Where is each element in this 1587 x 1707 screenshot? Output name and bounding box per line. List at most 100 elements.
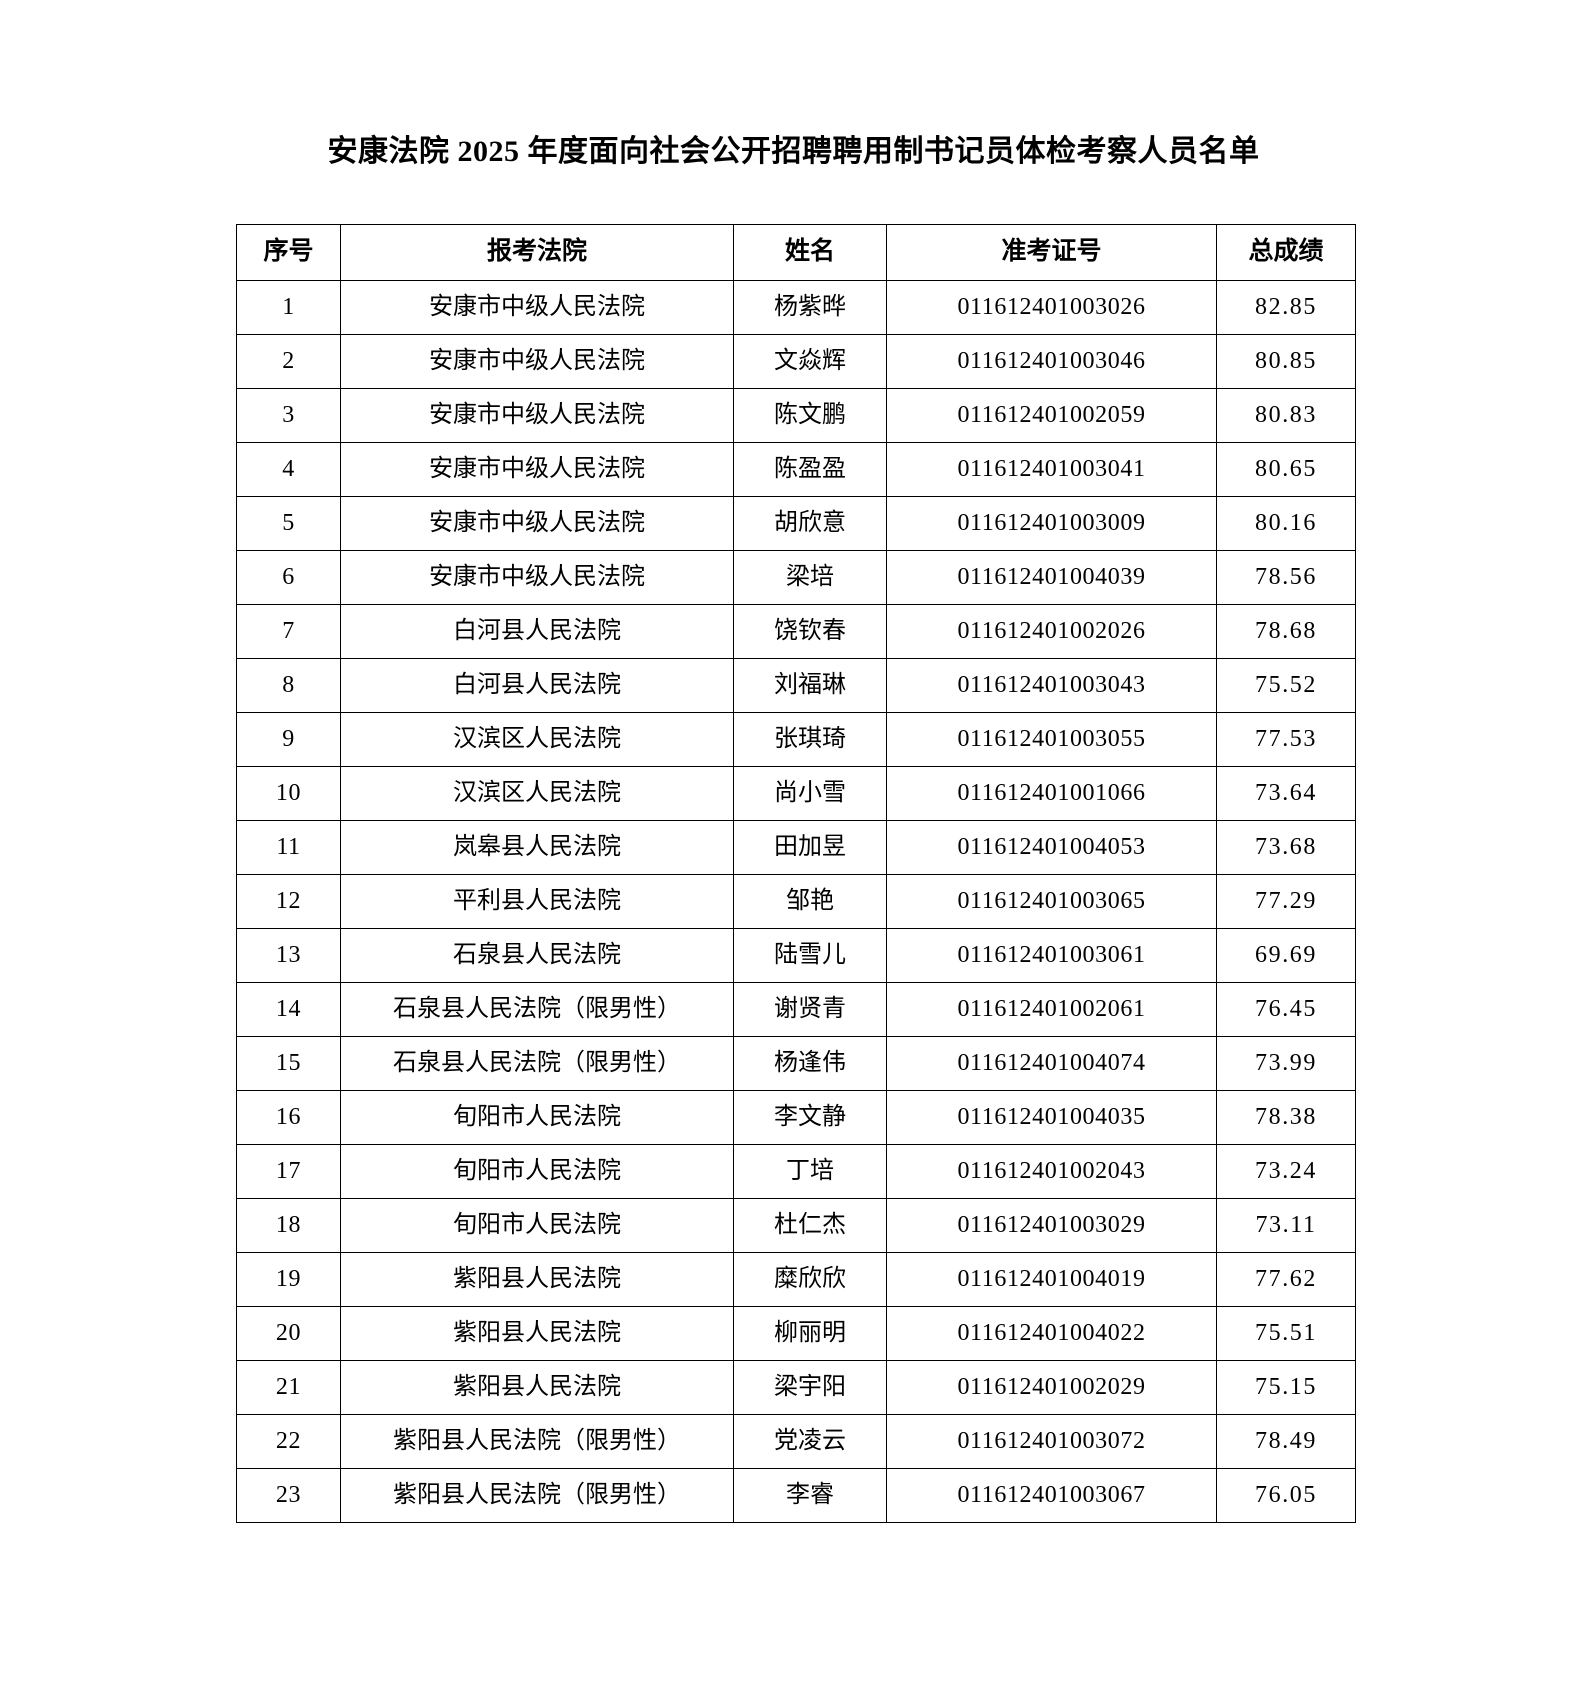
page-title: 安康法院 2025 年度面向社会公开招聘聘用制书记员体检考察人员名单: [327, 135, 1260, 168]
cell-admission-number: 011612401003043: [886, 658, 1217, 713]
cell-name: 陆雪儿: [733, 928, 887, 983]
cell-court: 紫阳县人民法院: [340, 1360, 734, 1415]
cell-index: 2: [236, 334, 341, 389]
cell-admission-number: 011612401003009: [886, 496, 1217, 551]
cell-index: 5: [236, 496, 341, 551]
table-row: 13 石泉县人民法院 陆雪儿 011612401003061 69.69: [236, 928, 1356, 983]
cell-name: 谢贤青: [733, 982, 887, 1037]
cell-court: 汉滨区人民法院: [340, 766, 734, 821]
cell-total-score: 75.15: [1216, 1360, 1356, 1415]
cell-total-score: 73.68: [1216, 820, 1356, 875]
cell-total-score: 77.29: [1216, 874, 1356, 929]
cell-total-score: 78.38: [1216, 1090, 1356, 1145]
cell-admission-number: 011612401003067: [886, 1468, 1217, 1523]
cell-court: 白河县人民法院: [340, 604, 734, 659]
column-header-court: 报考法院: [340, 224, 734, 281]
cell-index: 22: [236, 1414, 341, 1469]
cell-admission-number: 011612401002029: [886, 1360, 1217, 1415]
cell-court: 安康市中级人民法院: [340, 388, 734, 443]
table-header: 序号 报考法院 姓名 准考证号 总成绩: [236, 224, 1356, 281]
cell-admission-number: 011612401003065: [886, 874, 1217, 929]
cell-total-score: 78.56: [1216, 550, 1356, 605]
table-row: 18 旬阳市人民法院 杜仁杰 011612401003029 73.11: [236, 1198, 1356, 1253]
table-row: 11 岚皋县人民法院 田加昱 011612401004053 73.68: [236, 820, 1356, 875]
cell-name: 梁培: [733, 550, 887, 605]
cell-index: 16: [236, 1090, 341, 1145]
cell-admission-number: 011612401003029: [886, 1198, 1217, 1253]
cell-index: 9: [236, 712, 341, 767]
cell-total-score: 76.05: [1216, 1468, 1356, 1523]
cell-index: 8: [236, 658, 341, 713]
cell-index: 21: [236, 1360, 341, 1415]
cell-total-score: 80.85: [1216, 334, 1356, 389]
cell-index: 20: [236, 1306, 341, 1361]
table-row: 9 汉滨区人民法院 张琪琦 011612401003055 77.53: [236, 712, 1356, 767]
cell-admission-number: 011612401002059: [886, 388, 1217, 443]
cell-total-score: 80.83: [1216, 388, 1356, 443]
table-row: 12 平利县人民法院 邹艳 011612401003065 77.29: [236, 874, 1356, 929]
cell-name: 陈盈盈: [733, 442, 887, 497]
cell-name: 杨逢伟: [733, 1036, 887, 1091]
cell-name: 党凌云: [733, 1414, 887, 1469]
cell-admission-number: 011612401003041: [886, 442, 1217, 497]
table-row: 2 安康市中级人民法院 文焱辉 011612401003046 80.85: [236, 334, 1356, 389]
cell-name: 柳丽明: [733, 1306, 887, 1361]
cell-admission-number: 011612401002043: [886, 1144, 1217, 1199]
cell-total-score: 76.45: [1216, 982, 1356, 1037]
table-body: 1 安康市中级人民法院 杨紫晔 011612401003026 82.85 2 安康市中级人…: [236, 280, 1356, 1523]
cell-index: 3: [236, 388, 341, 443]
cell-total-score: 78.49: [1216, 1414, 1356, 1469]
cell-court: 紫阳县人民法院: [340, 1306, 734, 1361]
cell-index: 10: [236, 766, 341, 821]
cell-court: 紫阳县人民法院（限男性）: [340, 1414, 734, 1469]
cell-court: 汉滨区人民法院: [340, 712, 734, 767]
cell-admission-number: 011612401004022: [886, 1306, 1217, 1361]
cell-court: 平利县人民法院: [340, 874, 734, 929]
column-header-index: 序号: [236, 224, 341, 281]
cell-court: 安康市中级人民法院: [340, 442, 734, 497]
table-row: 7 白河县人民法院 饶钦春 011612401002026 78.68: [236, 604, 1356, 659]
cell-court: 石泉县人民法院（限男性）: [340, 982, 734, 1037]
roster-table: 序号 报考法院 姓名 准考证号 总成绩 1 安康市中级人民法院 杨紫晔 0116124…: [236, 224, 1356, 1523]
cell-name: 李文静: [733, 1090, 887, 1145]
table-row: 10 汉滨区人民法院 尚小雪 011612401001066 73.64: [236, 766, 1356, 821]
table-row: 8 白河县人民法院 刘福琳 011612401003043 75.52: [236, 658, 1356, 713]
table-row: 1 安康市中级人民法院 杨紫晔 011612401003026 82.85: [236, 280, 1356, 335]
cell-admission-number: 011612401003026: [886, 280, 1217, 335]
cell-total-score: 78.68: [1216, 604, 1356, 659]
cell-total-score: 69.69: [1216, 928, 1356, 983]
table-row: 4 安康市中级人民法院 陈盈盈 011612401003041 80.65: [236, 442, 1356, 497]
cell-name: 尚小雪: [733, 766, 887, 821]
table-row: 16 旬阳市人民法院 李文静 011612401004035 78.38: [236, 1090, 1356, 1145]
cell-admission-number: 011612401003061: [886, 928, 1217, 983]
table-row: 19 紫阳县人民法院 糜欣欣 011612401004019 77.62: [236, 1252, 1356, 1307]
cell-index: 11: [236, 820, 341, 875]
cell-total-score: 73.64: [1216, 766, 1356, 821]
column-header-name: 姓名: [733, 224, 887, 281]
cell-court: 旬阳市人民法院: [340, 1144, 734, 1199]
cell-name: 梁宇阳: [733, 1360, 887, 1415]
cell-admission-number: 011612401003055: [886, 712, 1217, 767]
cell-admission-number: 011612401002026: [886, 604, 1217, 659]
cell-name: 李睿: [733, 1468, 887, 1523]
cell-court: 安康市中级人民法院: [340, 550, 734, 605]
cell-total-score: 75.52: [1216, 658, 1356, 713]
cell-index: 23: [236, 1468, 341, 1523]
cell-index: 13: [236, 928, 341, 983]
cell-admission-number: 011612401004074: [886, 1036, 1217, 1091]
table-row: 17 旬阳市人民法院 丁培 011612401002043 73.24: [236, 1144, 1356, 1199]
cell-court: 安康市中级人民法院: [340, 280, 734, 335]
cell-name: 杨紫晔: [733, 280, 887, 335]
cell-total-score: 75.51: [1216, 1306, 1356, 1361]
cell-name: 胡欣意: [733, 496, 887, 551]
cell-index: 15: [236, 1036, 341, 1091]
cell-court: 旬阳市人民法院: [340, 1090, 734, 1145]
cell-index: 7: [236, 604, 341, 659]
cell-name: 田加昱: [733, 820, 887, 875]
cell-total-score: 73.24: [1216, 1144, 1356, 1199]
cell-court: 石泉县人民法院（限男性）: [340, 1036, 734, 1091]
cell-total-score: 80.16: [1216, 496, 1356, 551]
cell-index: 6: [236, 550, 341, 605]
table-row: 6 安康市中级人民法院 梁培 011612401004039 78.56: [236, 550, 1356, 605]
